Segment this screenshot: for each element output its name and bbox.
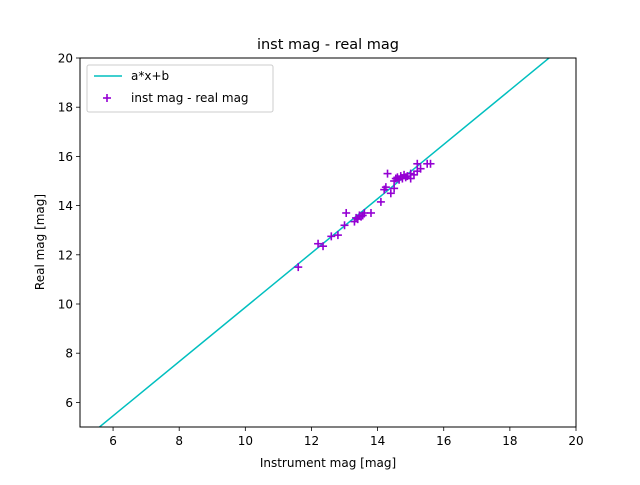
x-tick-label: 20 (568, 434, 583, 448)
x-axis-label: Instrument mag [mag] (260, 456, 396, 470)
scatter-point (340, 221, 349, 230)
y-tick-label: 18 (58, 101, 73, 115)
legend-marker-swatch (103, 94, 111, 102)
plot-content (98, 58, 551, 427)
axis-ticks: 6 8 10 12 14 16 18 20 6 8 10 12 14 16 18 20 (58, 52, 584, 449)
legend-label-scatter: inst mag - real mag (131, 91, 249, 105)
x-tick-label: 8 (175, 434, 183, 448)
x-tick-label: 18 (502, 434, 517, 448)
scatter-point (294, 263, 303, 272)
scatter-point (413, 159, 422, 168)
scatter-point (386, 189, 395, 198)
legend-box (86, 64, 274, 113)
y-tick-label: 6 (65, 396, 73, 410)
plot-frame (79, 57, 577, 428)
scatter-point (383, 169, 392, 178)
scatter-point (381, 183, 390, 192)
y-axis-label: Real mag [mag] (33, 194, 47, 290)
scatter-point (416, 164, 425, 173)
chart-title: inst mag - real mag (257, 37, 399, 53)
scatter-point (319, 242, 328, 251)
y-tick-label: 8 (65, 347, 73, 361)
fit-line (98, 58, 551, 427)
x-tick-label: 6 (109, 434, 117, 448)
y-tick-label: 12 (58, 248, 73, 262)
legend-label-line: a*x+b (131, 69, 169, 83)
x-tick-label: 10 (238, 434, 253, 448)
y-tick-label: 14 (58, 199, 73, 213)
x-tick-label: 16 (436, 434, 451, 448)
scatter-point (426, 159, 435, 168)
x-tick-label: 12 (304, 434, 319, 448)
scatter-point (333, 231, 342, 240)
scatter-point (342, 208, 351, 217)
legend: a*x+b inst mag - real mag (86, 64, 274, 113)
scatter-point (390, 184, 399, 193)
scatter-point (376, 197, 385, 206)
scatter-point (401, 173, 410, 182)
plot-area (98, 58, 551, 427)
scatter-point (366, 208, 375, 217)
y-tick-label: 20 (58, 52, 73, 66)
scatter-point (314, 239, 323, 248)
y-tick-label: 16 (58, 150, 73, 164)
scatter-point (327, 232, 336, 241)
y-tick-label: 10 (58, 298, 73, 312)
x-tick-label: 14 (370, 434, 385, 448)
